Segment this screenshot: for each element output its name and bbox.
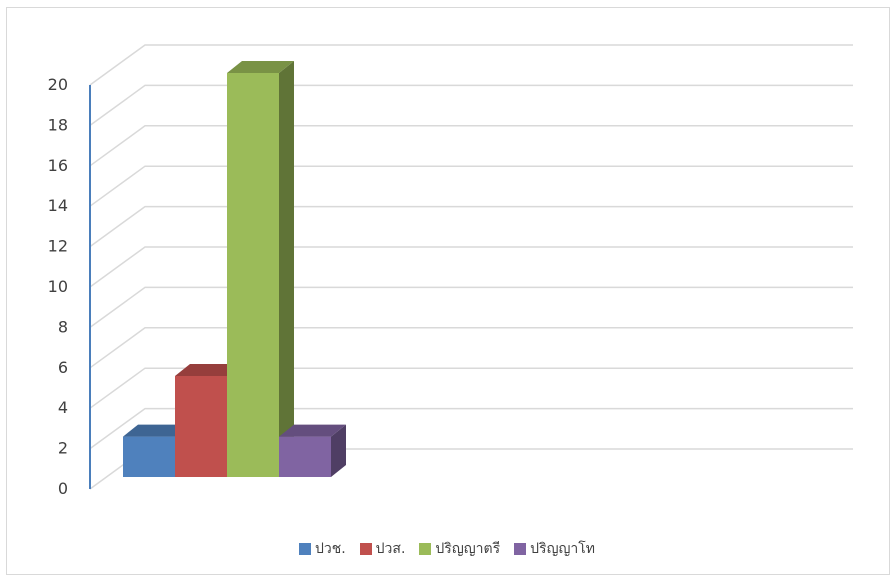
bar-1 <box>175 376 227 477</box>
legend-swatch-3 <box>514 543 527 555</box>
legend-swatch-2 <box>419 543 432 555</box>
y-tick-label-6: 12 <box>48 237 68 256</box>
y-tick-label-10: 20 <box>48 75 68 94</box>
chart-legend: ปวช. ปวส. ปริญญาตรี ปริญญาโท <box>0 538 894 560</box>
gridline-7 <box>89 165 853 207</box>
gridline-4 <box>89 286 853 329</box>
bar-top-3 <box>279 424 346 437</box>
legend-item-0: ปวช. <box>298 538 346 560</box>
gridline-3 <box>89 327 853 369</box>
bar-top-1 <box>175 364 242 376</box>
chart-frame <box>6 7 890 575</box>
legend-swatch-0 <box>298 543 311 555</box>
legend-label-1: ปวส. <box>375 541 406 557</box>
y-tick-label-0: 0 <box>58 479 68 498</box>
bar-top-0 <box>123 424 190 437</box>
gridline-2 <box>89 367 853 409</box>
bar-2 <box>227 73 279 477</box>
bar-0 <box>123 436 175 477</box>
legend-item-1: ปวส. <box>359 538 406 560</box>
legend-swatch-1 <box>359 543 372 555</box>
y-tick-label-7: 14 <box>48 196 68 215</box>
y-tick-label-9: 18 <box>48 115 68 134</box>
legend-label-3: ปริญญาโท <box>530 541 596 557</box>
gridline-1 <box>89 407 853 450</box>
bar-3 <box>279 436 331 477</box>
bar-side-2 <box>279 61 294 477</box>
gridline-9 <box>89 84 853 127</box>
bar-side-3 <box>331 424 346 477</box>
gridline-8 <box>89 125 853 167</box>
bar-top-2 <box>227 61 294 73</box>
y-tick-label-5: 10 <box>48 277 68 296</box>
gridline-5 <box>89 246 853 288</box>
y-tick-label-1: 2 <box>58 439 68 458</box>
gridline-10 <box>89 44 853 86</box>
legend-item-3: ปริญญาโท <box>514 538 595 560</box>
y-tick-label-3: 6 <box>58 358 68 377</box>
legend-item-2: ปริญญาตรี <box>419 538 500 560</box>
y-tick-label-2: 4 <box>58 398 68 417</box>
legend-label-0: ปวช. <box>314 541 346 557</box>
legend-label-2: ปริญญาตรี <box>435 541 501 557</box>
gridline-6 <box>89 205 853 248</box>
y-tick-label-8: 16 <box>48 156 68 175</box>
y-tick-label-4: 8 <box>58 317 68 336</box>
